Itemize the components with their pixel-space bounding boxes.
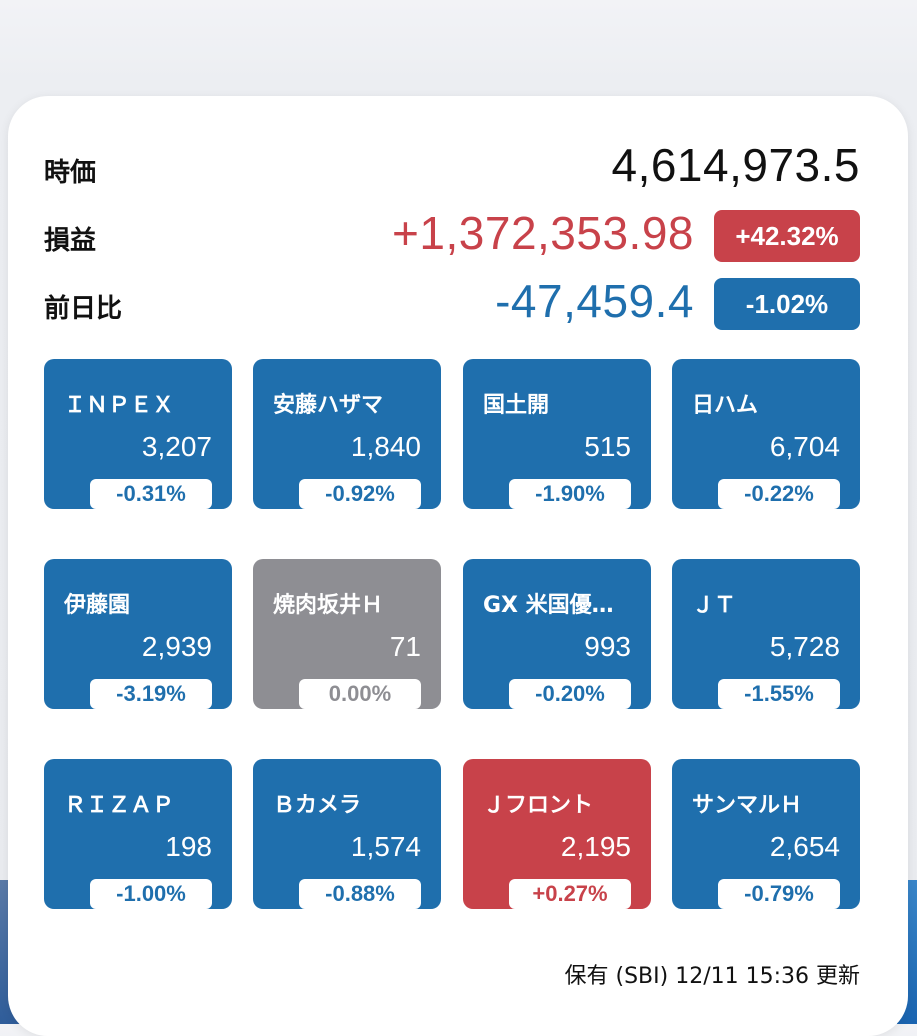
stock-tile[interactable]: サンマルＨ 2,654 -0.79% bbox=[672, 759, 860, 909]
stock-tile[interactable]: ＩＮＰＥＸ 3,207 -0.31% bbox=[44, 359, 232, 509]
stock-price: 515 bbox=[584, 431, 631, 462]
stock-name: 国土開 bbox=[483, 393, 550, 418]
stock-change-badge: -3.19% bbox=[90, 679, 212, 709]
stock-price: 993 bbox=[584, 631, 631, 662]
stock-tile[interactable]: 焼肉坂井Ｈ 71 0.00% bbox=[253, 559, 441, 709]
stock-tile[interactable]: 伊藤園 2,939 -3.19% bbox=[44, 559, 232, 709]
portfolio-widget[interactable]: 時価 4,614,973.5 損益 +1,372,353.98 +42.32% … bbox=[8, 96, 908, 1036]
stock-price: 3,207 bbox=[141, 431, 212, 462]
stock-name: サンマルＨ bbox=[692, 793, 803, 818]
market-value-label: 時価 bbox=[44, 158, 97, 188]
stock-name: ＲＩＺＡＰ bbox=[64, 793, 175, 818]
profit-value: +1,372,353.98 bbox=[392, 207, 694, 259]
day-change-percent-badge: -1.02% bbox=[714, 278, 860, 330]
profit-row: 損益 +1,372,353.98 +42.32% bbox=[8, 206, 908, 266]
stock-change-badge: -0.20% bbox=[509, 679, 631, 709]
day-change-row: 前日比 -47,459.4 -1.02% bbox=[8, 274, 908, 334]
stock-price: 2,195 bbox=[560, 831, 631, 862]
stock-tile[interactable]: ＲＩＺＡＰ 198 -1.00% bbox=[44, 759, 232, 909]
stock-change-badge: -0.88% bbox=[299, 879, 421, 909]
stock-price: 71 bbox=[389, 631, 421, 662]
stock-tile[interactable]: Ｊフロント 2,195 +0.27% bbox=[463, 759, 651, 909]
stock-price: 6,704 bbox=[769, 431, 840, 462]
stock-tile[interactable]: Ｂカメラ 1,574 -0.88% bbox=[253, 759, 441, 909]
stock-name: Ｂカメラ bbox=[273, 793, 362, 818]
stock-tile[interactable]: GX 米国優… 993 -0.20% bbox=[463, 559, 651, 709]
stock-change-badge: -0.22% bbox=[718, 479, 840, 509]
stock-change-badge: -0.31% bbox=[90, 479, 212, 509]
stock-name: Ｊフロント bbox=[483, 793, 594, 818]
market-value: 4,614,973.5 bbox=[611, 139, 860, 191]
stock-name: 伊藤園 bbox=[64, 593, 131, 618]
stock-price: 2,654 bbox=[769, 831, 840, 862]
stock-change-badge: -1.90% bbox=[509, 479, 631, 509]
profit-percent-badge: +42.32% bbox=[714, 210, 860, 262]
stock-tile[interactable]: 国土開 515 -1.90% bbox=[463, 359, 651, 509]
stock-change-badge: -0.92% bbox=[299, 479, 421, 509]
stock-tile[interactable]: ＪＴ 5,728 -1.55% bbox=[672, 559, 860, 709]
day-change-label: 前日比 bbox=[44, 294, 123, 324]
stock-price: 1,574 bbox=[350, 831, 421, 862]
stock-name: GX 米国優… bbox=[483, 593, 614, 618]
stock-name: ＪＴ bbox=[692, 593, 737, 618]
stock-change-badge: -1.55% bbox=[718, 679, 840, 709]
stock-change-badge: -1.00% bbox=[90, 879, 212, 909]
day-change-value: -47,459.4 bbox=[495, 275, 694, 327]
stock-change-badge: 0.00% bbox=[299, 679, 421, 709]
stock-change-badge: +0.27% bbox=[509, 879, 631, 909]
stock-tile[interactable]: 安藤ハザマ 1,840 -0.92% bbox=[253, 359, 441, 509]
update-status: 保有 (SBI) 12/11 15:36 更新 bbox=[564, 964, 861, 989]
stock-name: ＩＮＰＥＸ bbox=[64, 393, 175, 418]
stock-tile[interactable]: 日ハム 6,704 -0.22% bbox=[672, 359, 860, 509]
stock-name: 日ハム bbox=[692, 393, 759, 418]
profit-label: 損益 bbox=[44, 226, 97, 256]
stock-name: 焼肉坂井Ｈ bbox=[273, 593, 384, 618]
stock-price: 5,728 bbox=[769, 631, 840, 662]
stock-price: 198 bbox=[165, 831, 212, 862]
market-value-row: 時価 4,614,973.5 bbox=[8, 138, 908, 198]
stock-name: 安藤ハザマ bbox=[273, 393, 384, 418]
stock-change-badge: -0.79% bbox=[718, 879, 840, 909]
stock-price: 1,840 bbox=[350, 431, 421, 462]
stock-price: 2,939 bbox=[141, 631, 212, 662]
